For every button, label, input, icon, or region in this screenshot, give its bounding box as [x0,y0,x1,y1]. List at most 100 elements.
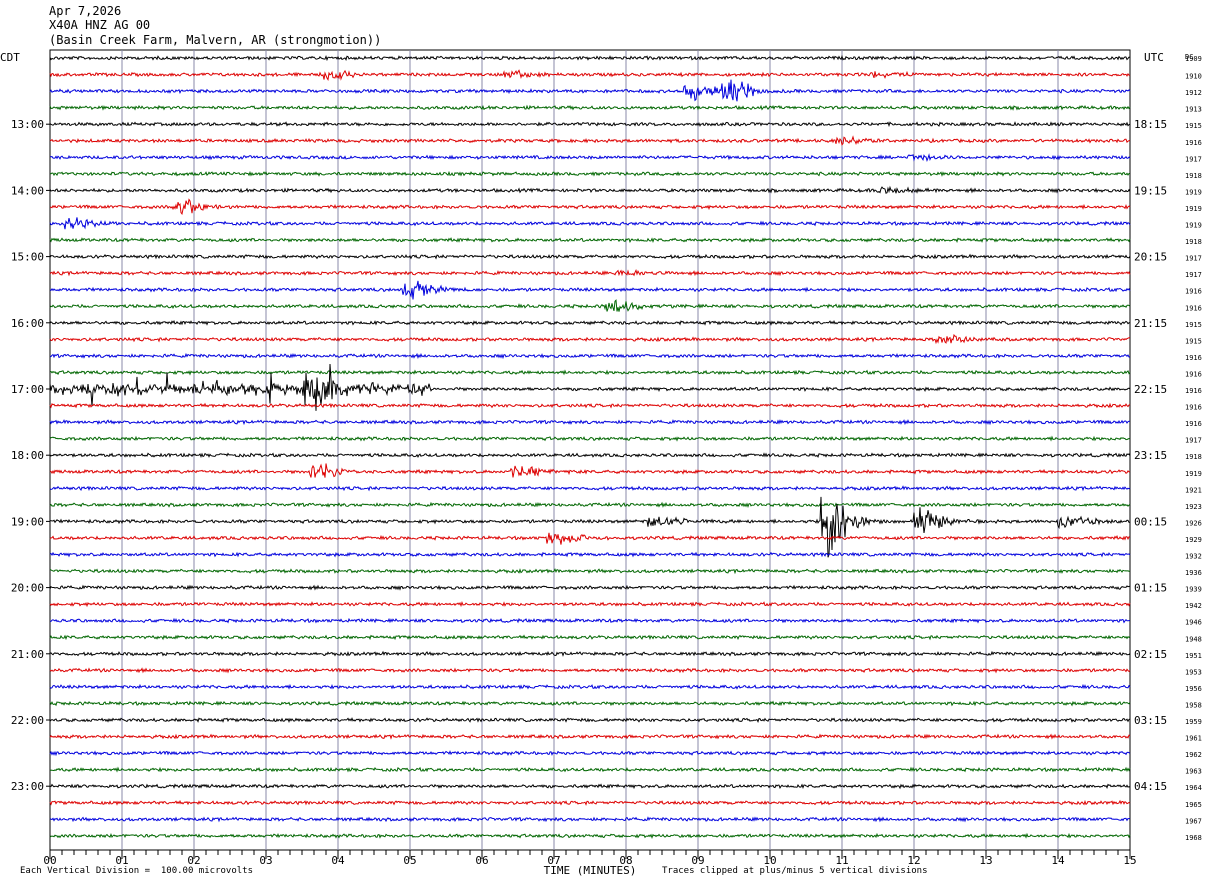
seismic-trace [49,617,1131,624]
seismic-trace [49,435,1131,442]
x-tick-label: 11 [835,854,848,867]
seismic-trace [49,452,1131,459]
scale-note: Each Vertical Division = 100.00 microvol… [20,866,253,876]
seismic-trace [49,750,1131,757]
seismic-trace [49,185,1131,194]
dc-offset-label: 1951 [1185,652,1202,660]
dc-offset-label: 1932 [1185,553,1202,561]
seismic-trace [50,153,1131,163]
dc-offset-label: 1923 [1185,503,1202,511]
x-tick-label: 13 [979,854,992,867]
dc-offset-label: 1942 [1185,602,1202,610]
seismic-trace [49,269,1131,277]
seismic-trace [49,700,1131,707]
site-name: (Basin Creek Farm, Malvern, AR (strongmo… [49,33,382,47]
cdt-hour-label: 14:00 [11,184,44,197]
cdt-hour-label: 19:00 [11,515,44,528]
dc-offset-label: 1968 [1185,834,1202,842]
cdt-hour-label: 17:00 [11,383,44,396]
station-code: X40A HNZ AG 00 [49,18,151,32]
dc-axis-title: DC [1185,53,1193,61]
seismic-trace [49,832,1131,839]
utc-hour-label: 01:15 [1134,582,1167,595]
seismic-trace [49,799,1131,806]
seismic-trace [49,733,1131,740]
x-tick-label: 06 [475,854,488,867]
utc-hour-label: 21:15 [1134,317,1167,330]
dc-offset-label: 1919 [1185,205,1202,213]
right-axis-title: UTC [1144,51,1164,64]
cdt-hour-label: 13:00 [11,118,44,131]
dc-offset-label: 1963 [1185,768,1202,776]
seismic-trace [49,568,1131,575]
seismic-trace [49,352,1131,360]
cdt-hour-label: 16:00 [11,317,44,330]
dc-offset-label: 1916 [1185,370,1202,378]
dc-offset-label: 1913 [1185,106,1202,114]
x-tick-label: 00 [43,854,56,867]
dc-offset-label: 1961 [1185,735,1202,743]
utc-hour-label: 22:15 [1134,383,1167,396]
seismic-trace [49,319,1130,326]
seismic-trace [49,601,1131,608]
x-tick-label: 05 [403,854,416,867]
dc-offset-label: 1916 [1185,404,1202,412]
left-axis-title: CDT [0,51,20,64]
x-tick-label: 10 [763,854,776,867]
seismic-trace [49,363,1131,411]
x-tick-label: 08 [619,854,632,867]
dc-offset-label: 1912 [1185,89,1202,97]
seismic-trace [49,369,1131,376]
seismic-trace [49,532,1131,545]
utc-hour-label: 18:15 [1134,118,1167,131]
seismic-trace [49,683,1131,690]
dc-offset-label: 1926 [1185,519,1202,527]
dc-offset-label: 1953 [1185,668,1202,676]
dc-offset-label: 1958 [1185,701,1202,709]
seismic-trace [49,299,1131,312]
dc-offset-label: 1919 [1185,188,1202,196]
plot-frame [49,49,1131,851]
cdt-hour-label: 15:00 [11,251,44,264]
dc-offset-label: 1959 [1185,718,1202,726]
dc-offset-label: 1965 [1185,801,1202,809]
utc-hour-label: 00:15 [1134,515,1167,528]
dc-offset-label: 1916 [1185,387,1202,395]
dc-offset-label: 1916 [1185,304,1202,312]
x-tick-label: 02 [187,854,200,867]
dc-offset-label: 1956 [1185,685,1202,693]
seismic-trace [49,253,1131,260]
dc-offset-label: 1917 [1185,155,1202,163]
seismic-trace [49,783,1131,790]
dc-offset-label: 1916 [1185,354,1202,362]
dc-offset-label: 1915 [1185,337,1202,345]
x-tick-label: 12 [907,854,920,867]
seismic-trace [49,584,1130,591]
dc-offset-label: 1962 [1185,751,1202,759]
cdt-hour-label: 21:00 [11,648,44,661]
x-tick-label: 14 [1051,854,1065,867]
utc-hour-label: 03:15 [1134,714,1167,727]
seismic-trace [49,667,1131,674]
x-tick-label: 01 [115,854,128,867]
seismic-trace [49,402,1131,409]
seismic-trace [49,419,1131,426]
x-tick-label: 07 [547,854,560,867]
utc-hour-label: 19:15 [1134,184,1167,197]
dc-offset-label: 1917 [1185,437,1202,445]
seismic-trace [49,717,1131,724]
seismic-trace [49,135,1131,146]
dc-offset-label: 1939 [1185,586,1202,594]
x-tick-label: 15 [1123,854,1136,867]
seismic-trace [49,634,1131,641]
seismic-trace [49,54,1131,62]
seismic-trace [49,104,1131,111]
clip-note: Traces clipped at plus/minus 5 vertical … [662,866,928,876]
seismic-trace [49,198,1131,216]
dc-offset-label: 1929 [1185,536,1202,544]
dc-offset-label: 1917 [1185,271,1202,279]
cdt-hour-label: 22:00 [11,714,44,727]
dc-offset-label: 1948 [1185,635,1202,643]
seismic-trace [50,170,1131,177]
dc-offset-label: 1909 [1185,55,1202,63]
